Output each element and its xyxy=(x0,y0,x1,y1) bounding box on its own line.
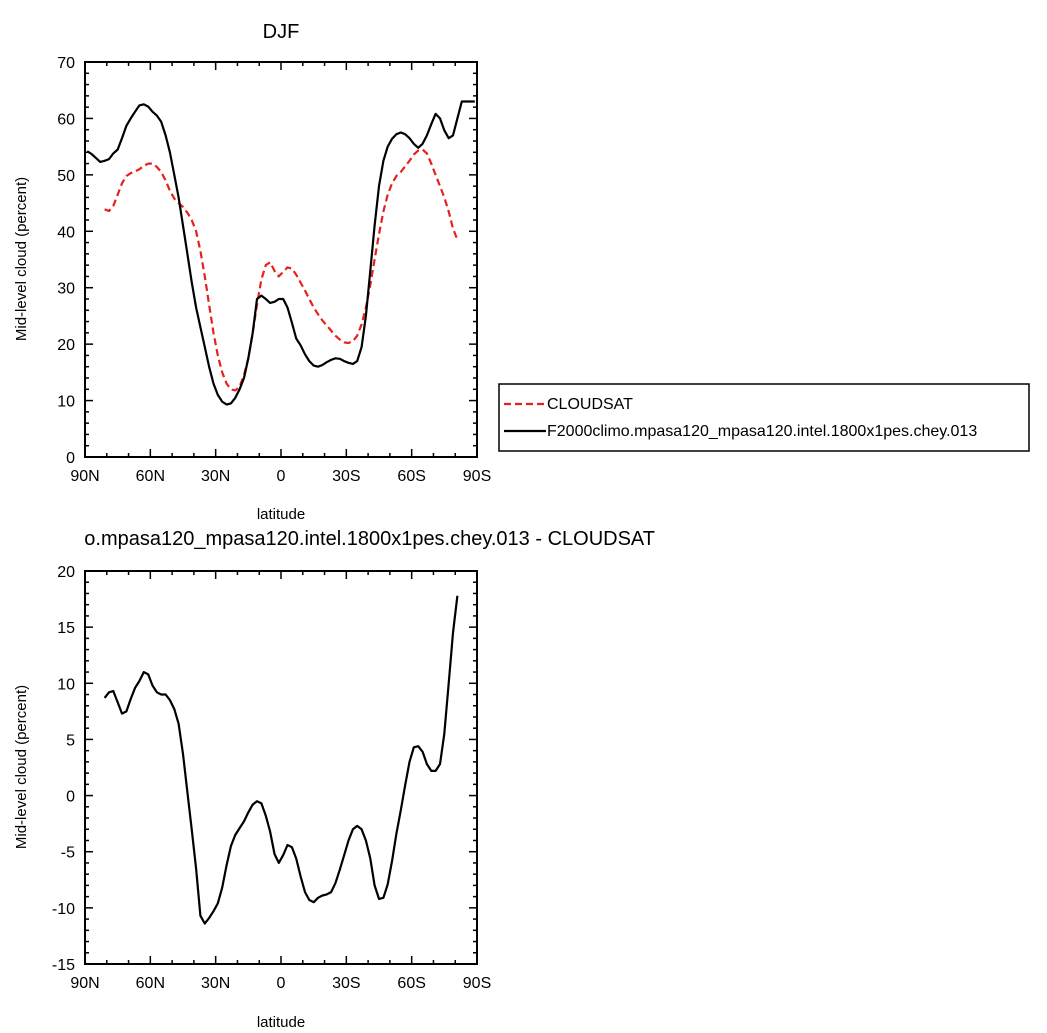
bottom-y-tick-label: -15 xyxy=(52,957,75,974)
top-y-tick-label: 50 xyxy=(57,168,75,185)
top-x-tick-label: 30N xyxy=(201,468,230,485)
bottom-y-tick-label: 15 xyxy=(57,620,75,637)
top-y-tick-label: 70 xyxy=(57,55,75,72)
bottom-y-tick-label: 5 xyxy=(66,732,75,749)
top-y-tick-label: 0 xyxy=(66,450,75,467)
top-y-axis-label: Mid-level cloud (percent) xyxy=(13,177,30,341)
top-y-tick-label: 60 xyxy=(57,111,75,128)
top-y-tick-label: 30 xyxy=(57,281,75,298)
bottom-y-axis-label: Mid-level cloud (percent) xyxy=(13,685,30,849)
legend-box xyxy=(498,383,1030,452)
legend: CLOUDSAT F2000climo.mpasa120_mpasa120.in… xyxy=(498,383,1030,452)
top-x-axis-label: latitude xyxy=(257,506,305,523)
bottom-x-tick-label: 60N xyxy=(136,975,165,992)
top-plot-frame xyxy=(84,61,478,458)
bottom-axes: 90N 60N 30N 0 30S 60S 90S -15 -10 -5 0 5 10 15 20 xyxy=(52,564,491,992)
bottom-y-tick-label: 10 xyxy=(57,676,75,693)
top-x-tick-label: 0 xyxy=(277,468,286,485)
top-panel-title: DJF xyxy=(263,21,300,43)
bottom-y-tick-label: -10 xyxy=(52,901,75,918)
bottom-series-line-0 xyxy=(103,595,459,925)
bottom-x-tick-label: 60S xyxy=(397,975,425,992)
bottom-panel: o.mpasa120_mpasa120.intel.1800x1pes.chey… xyxy=(13,528,655,1031)
top-x-tick-label: 60N xyxy=(136,468,165,485)
top-y-tick-label: 20 xyxy=(57,337,75,354)
bottom-plot-frame xyxy=(84,570,478,965)
bottom-y-tick-label: 0 xyxy=(66,789,75,806)
legend-label-model: F2000climo.mpasa120_mpasa120.intel.1800x… xyxy=(547,423,977,440)
top-x-tick-label: 60S xyxy=(397,468,425,485)
bottom-x-tick-label: 30S xyxy=(332,975,360,992)
top-series-line-0 xyxy=(104,148,459,392)
bottom-x-tick-label: 30N xyxy=(201,975,230,992)
top-y-tick-label: 40 xyxy=(57,224,75,241)
bottom-panel-title: o.mpasa120_mpasa120.intel.1800x1pes.chey… xyxy=(84,528,655,550)
bottom-y-tick-label: -5 xyxy=(61,845,75,862)
top-y-tick-label: 10 xyxy=(57,394,75,411)
top-panel: DJF Mid-level cloud (percent) latitude 9… xyxy=(13,21,491,523)
bottom-series-layer xyxy=(103,595,459,925)
bottom-x-tick-label: 90S xyxy=(463,975,491,992)
top-x-tick-label: 90N xyxy=(70,468,99,485)
legend-label-cloudsat: CLOUDSAT xyxy=(547,396,633,413)
top-x-tick-label: 90S xyxy=(463,468,491,485)
top-series-line-1 xyxy=(86,100,475,406)
bottom-x-axis-label: latitude xyxy=(257,1014,305,1031)
bottom-x-tick-label: 90N xyxy=(70,975,99,992)
bottom-y-tick-label: 20 xyxy=(57,564,75,581)
top-x-tick-label: 30S xyxy=(332,468,360,485)
bottom-x-tick-label: 0 xyxy=(277,975,286,992)
top-series-layer xyxy=(86,100,475,406)
